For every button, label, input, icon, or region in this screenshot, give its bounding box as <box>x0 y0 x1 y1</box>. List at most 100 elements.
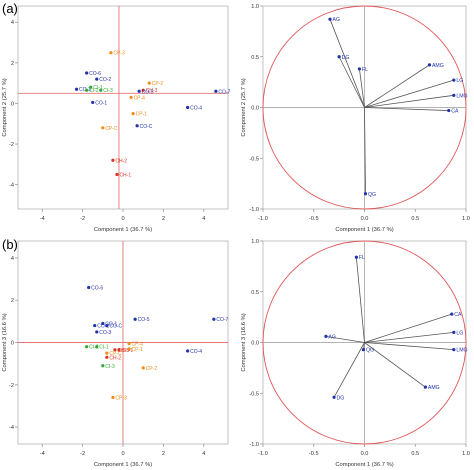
point-cp-3 <box>111 395 115 400</box>
loading-vector-ag <box>325 336 365 343</box>
point-label-ch-1: CH-1 <box>119 172 131 178</box>
point-ci-3 <box>99 88 103 92</box>
point-label-cp-1: CP-1 <box>132 347 144 353</box>
loading-label-ca: CA <box>454 312 462 318</box>
loading-point-ag <box>328 17 332 21</box>
x-axis-label: Component 1 (36.7 %) <box>94 462 152 468</box>
y-tick-label: 2 <box>11 298 14 304</box>
loading-vector-lg <box>364 331 454 343</box>
x-tick-label: 4 <box>202 451 205 457</box>
point-label-ci-2: CI-2 <box>89 345 99 351</box>
y-tick-label: 4 <box>11 256 14 262</box>
loading-vector-lmg <box>364 94 454 108</box>
loading-label-fl: FL <box>359 255 365 261</box>
loading-point-amg <box>423 385 427 389</box>
point-label-cp-3: CP-3 <box>113 51 125 57</box>
loading-label-dg: DG <box>337 395 345 401</box>
point-label-co-4: CO-4 <box>190 349 202 355</box>
loading-vector-amg <box>364 342 426 388</box>
x-tick-label: -2 <box>80 451 85 457</box>
y-axis-label: Component 2 (25.7 %) <box>2 78 8 136</box>
x-tick-label: 1.0 <box>462 451 470 457</box>
x-tick-label: -0.5 <box>309 451 319 457</box>
loading-point-ca <box>450 312 454 316</box>
point-label-cp-c: CP-C <box>105 126 118 132</box>
point-label-co-7: CO-7 <box>218 89 230 95</box>
point-co-7 <box>212 317 216 321</box>
point-cp-4 <box>129 95 133 99</box>
point-label-cp-2: CP-2 <box>152 81 164 87</box>
point-cp-c <box>101 126 105 130</box>
point-ch-3 <box>141 88 145 92</box>
x-tick-label: 0.0 <box>361 216 369 222</box>
x-tick-label: -4 <box>40 451 45 457</box>
point-ch-2 <box>105 355 109 359</box>
point-co-6 <box>87 285 91 290</box>
point-label-co-5: CO-5 <box>138 317 150 323</box>
point-label-co-7: CO-7 <box>216 317 228 323</box>
y-axis-label: Component 3 (16.6 %) <box>2 313 8 371</box>
loading-vector-ca <box>364 107 449 111</box>
loading-vector-lmg <box>364 342 454 351</box>
point-co-3 <box>74 87 79 91</box>
x-tick-label: 4 <box>202 216 205 222</box>
panel-label-b: (b) <box>2 237 18 252</box>
y-axis-label: Component 3 (16.6 %) <box>241 313 247 371</box>
point-co-2 <box>95 77 99 81</box>
panel-label-a: (a) <box>2 1 18 16</box>
point-label-co-3: CO-3 <box>99 330 111 336</box>
score-plot-b: -4 -2 0 2 4 -4 -2 0 2 4 Component 1 (36.7 %) Compon… <box>2 240 229 468</box>
y-tick-label: -0.5 <box>249 391 259 397</box>
y-tick-label: 4 <box>11 20 14 26</box>
loading-point-lmg <box>452 93 456 97</box>
score-plot-a: -4 -2 0 2 4 -4 -2 0 2 4 Component 1 (36.7 %) Compon… <box>2 5 231 233</box>
point-cp-4 <box>127 341 131 346</box>
point-ch-2 <box>111 158 115 162</box>
point-label-ci-3: CI-3 <box>103 88 113 94</box>
x-tick-label: 0.5 <box>411 451 419 457</box>
loading-label-fl: FL <box>362 67 368 73</box>
loading-vector-amg <box>364 64 430 108</box>
point-label-cp-c: CP-C <box>109 351 122 357</box>
point-co-5 <box>133 317 137 321</box>
y-tick-label: -1.0 <box>249 442 259 448</box>
loading-point-lg <box>452 330 456 334</box>
point-co-6 <box>85 71 89 75</box>
point-label-co-2: CO-2 <box>99 77 111 83</box>
loading-label-dg: DG <box>342 55 350 61</box>
point-co-4 <box>186 105 190 110</box>
point-ci-1 <box>95 345 99 349</box>
point-label-ch-2: CH-2 <box>109 355 121 361</box>
point-label-co-2: CO-2 <box>97 324 109 330</box>
point-cp-2 <box>141 366 145 370</box>
loading-vector-ca <box>364 313 452 343</box>
y-tick-label: -2 <box>9 383 14 389</box>
point-label-co-1: CO-1 <box>95 100 107 106</box>
point-label-cp-3: CP-3 <box>115 395 127 401</box>
y-tick-label: 0.5 <box>251 290 259 296</box>
point-label-ch-3: CH-3 <box>117 348 129 354</box>
loading-vector-qg <box>364 107 366 194</box>
point-ch-3 <box>113 348 117 352</box>
y-tick-label: 0.0 <box>251 106 259 112</box>
loading-plot-b: -1.0 -0.5 0.0 0.5 1.0 -1.0 -0.5 0.0 0.5 1.0 Compon… <box>241 239 470 468</box>
point-label-co-5: CO-5 <box>142 89 154 95</box>
loading-label-qg: QG <box>366 348 374 354</box>
y-tick-label: 0.0 <box>251 341 259 347</box>
point-co-5 <box>137 89 141 93</box>
loading-point-amg <box>427 63 432 67</box>
point-label-cp-1: CP-1 <box>136 112 148 118</box>
point-label-ch-3: CH-3 <box>146 88 158 94</box>
y-tick-label: 0 <box>11 341 14 347</box>
point-co-3 <box>95 330 99 334</box>
y-tick-label: -4 <box>9 183 14 189</box>
point-ci-1 <box>89 85 93 89</box>
point-label-ci-1: CI-1 <box>93 85 103 91</box>
x-tick-label: -1.0 <box>258 451 268 457</box>
x-tick-label: -1.0 <box>258 216 268 222</box>
loading-vector-lg <box>364 79 454 108</box>
point-ci-2 <box>85 88 89 92</box>
loading-point-lmg <box>452 348 456 352</box>
loading-point-fl <box>354 255 358 259</box>
